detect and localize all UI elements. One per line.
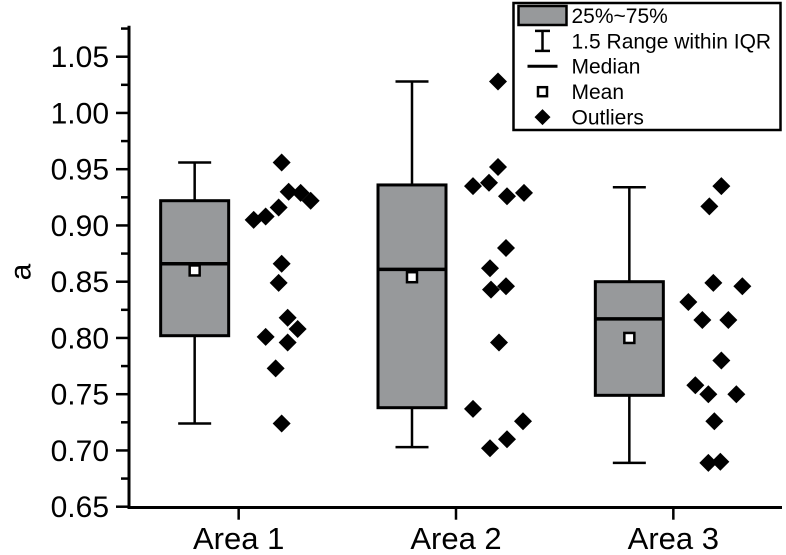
y-tick-label: 1.00 bbox=[51, 97, 109, 130]
y-tick-label: 0.85 bbox=[51, 266, 109, 299]
y-tick-label: 0.70 bbox=[51, 435, 109, 468]
outlier-point bbox=[278, 308, 297, 327]
mean-marker bbox=[623, 331, 636, 345]
y-tick-label: 1.05 bbox=[51, 41, 109, 74]
mean-marker bbox=[188, 264, 201, 277]
outlier-point bbox=[269, 198, 288, 217]
outlier-point bbox=[288, 319, 307, 338]
mean-marker bbox=[405, 270, 419, 284]
outlier-point bbox=[480, 173, 498, 192]
outlier-point bbox=[514, 412, 532, 431]
outlier-point bbox=[712, 177, 731, 196]
y-tick-label: 0.75 bbox=[51, 379, 109, 412]
y-axis-label: a bbox=[5, 263, 38, 280]
outlier-point bbox=[278, 333, 297, 352]
outlier-point bbox=[497, 238, 515, 257]
outlier-point bbox=[244, 210, 263, 229]
legend-box-swatch bbox=[517, 4, 568, 27]
outlier-point bbox=[727, 385, 746, 404]
outlier-point bbox=[700, 197, 719, 216]
outlier-point bbox=[279, 182, 298, 201]
y-tick-label: 0.95 bbox=[51, 154, 109, 187]
x-category-label: Area 3 bbox=[628, 521, 719, 555]
legend-label: Outliers bbox=[572, 106, 644, 129]
outlier-point bbox=[704, 273, 723, 292]
outlier-point bbox=[693, 310, 712, 329]
outlier-point bbox=[269, 273, 288, 292]
outlier-point bbox=[272, 414, 291, 433]
outlier-point bbox=[490, 333, 508, 352]
legend-label: Mean bbox=[572, 81, 625, 104]
x-category-label: Area 1 bbox=[193, 521, 284, 555]
legend-label: 1.5 Range within IQR bbox=[572, 30, 772, 53]
outlier-point bbox=[464, 177, 482, 196]
outlier-point bbox=[301, 191, 320, 210]
outlier-point bbox=[712, 351, 731, 370]
outlier-point bbox=[489, 72, 507, 91]
y-tick-label: 0.65 bbox=[51, 491, 109, 524]
outlier-point bbox=[719, 310, 738, 329]
outlier-point bbox=[686, 376, 705, 395]
outlier-point bbox=[256, 327, 275, 346]
outlier-point bbox=[705, 412, 724, 431]
outlier-point bbox=[498, 430, 516, 449]
legend-outlier-icon bbox=[534, 109, 551, 126]
outlier-point bbox=[498, 187, 516, 206]
outlier-point bbox=[272, 254, 291, 273]
x-category-label: Area 2 bbox=[410, 521, 501, 555]
outlier-point bbox=[497, 277, 515, 296]
y-tick-label: 0.90 bbox=[51, 210, 109, 243]
y-tick-label: 0.80 bbox=[51, 322, 109, 355]
outlier-point bbox=[733, 277, 752, 296]
outlier-point bbox=[679, 292, 698, 311]
outlier-point bbox=[489, 157, 507, 176]
outlier-point bbox=[481, 259, 499, 278]
legend-label: 25%~75% bbox=[572, 5, 668, 28]
outlier-point bbox=[699, 385, 718, 404]
outlier-point bbox=[272, 153, 291, 172]
outlier-point bbox=[482, 280, 500, 299]
outlier-point bbox=[711, 452, 730, 471]
outlier-point bbox=[464, 399, 482, 418]
legend-label: Median bbox=[572, 56, 641, 79]
outlier-point bbox=[481, 439, 499, 458]
outlier-point bbox=[699, 453, 718, 472]
outlier-point bbox=[515, 183, 533, 202]
outlier-point bbox=[266, 359, 285, 378]
iqr-box bbox=[376, 183, 448, 410]
legend-mean-icon bbox=[536, 85, 549, 98]
